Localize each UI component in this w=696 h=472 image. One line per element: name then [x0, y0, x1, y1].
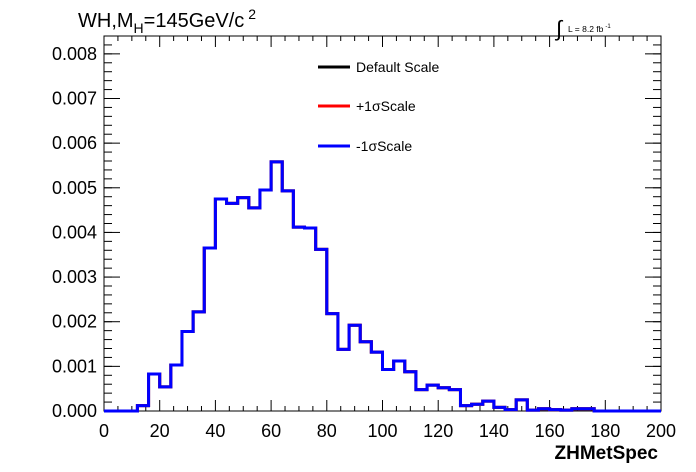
histogram-series	[104, 160, 661, 413]
y-tick-label: 0.002	[52, 312, 97, 332]
x-axis-label: ZHMetSpec	[555, 443, 659, 464]
x-tick-label: 0	[99, 421, 109, 441]
y-tick-label: 0.001	[52, 356, 97, 376]
legend: Default Scale +1σScale -1σScale	[318, 59, 439, 154]
x-tick-label: 180	[590, 421, 620, 441]
histogram-line--1-scale	[104, 160, 661, 413]
y-tick-label: 0.007	[52, 89, 97, 109]
x-tick-label: 20	[150, 421, 170, 441]
y-tick-label: 0.008	[52, 44, 97, 64]
x-tick-label: 200	[646, 421, 676, 441]
lumi-label: L = 8.2 fb -1	[568, 24, 611, 34]
legend-label-plus1sigma: +1σScale	[356, 98, 416, 114]
y-tick-label: 0.003	[52, 267, 97, 287]
x-tick-label: 160	[535, 421, 565, 441]
y-tick-label: 0.006	[52, 133, 97, 153]
y-tick-label: 0.004	[52, 222, 97, 242]
x-tick-label: 140	[479, 421, 509, 441]
y-tick-label: 0.005	[52, 178, 97, 198]
x-tick-label: 120	[423, 421, 453, 441]
x-tick-label: 80	[317, 421, 337, 441]
x-tick-label: 40	[205, 421, 225, 441]
x-axis: 0 20 40 60 80 100 120 140 160 180 200	[99, 36, 676, 441]
x-tick-label: 100	[367, 421, 397, 441]
chart-title: WH,MH=145GeV/c 2	[78, 6, 256, 36]
x-tick-label: 60	[261, 421, 281, 441]
integral-symbol: ∫	[554, 16, 564, 41]
legend-label-default: Default Scale	[356, 59, 439, 75]
y-tick-label: 0.000	[52, 401, 97, 421]
legend-label-minus1sigma: -1σScale	[356, 138, 412, 154]
